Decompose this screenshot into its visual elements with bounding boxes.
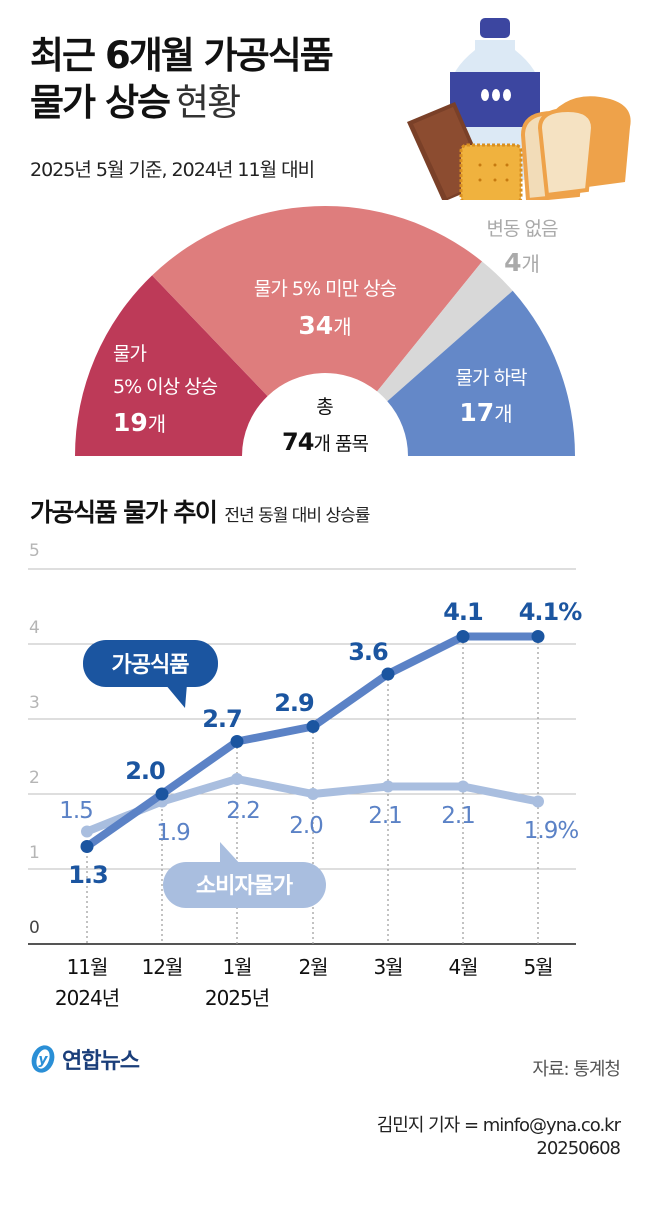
legend-processed-label: 가공식품	[112, 653, 190, 678]
line-subtitle: 전년 동월 대비 상승률	[224, 506, 370, 526]
cpi-label-4: 2.1	[368, 803, 402, 829]
line-section-title: 가공식품 물가 추이 전년 동월 대비 상승률	[30, 493, 370, 529]
x-tick-0: 11월	[67, 955, 108, 979]
slice1-count: 19개	[113, 408, 166, 437]
food-illustration	[407, 18, 631, 200]
cpi-label-2: 2.2	[226, 798, 260, 824]
pf-label-5: 4.1	[443, 598, 483, 626]
slice1-count-num: 19	[113, 408, 148, 437]
yonhap-logo-icon: y	[31, 1045, 55, 1073]
page-subtitle: 2025년 5월 기준, 2024년 11월 대비	[30, 159, 315, 181]
x-tick-labels: 11월 12월 1월 2월 3월 4월 5월 2024년 2025년	[55, 955, 554, 1010]
slice2-label: 물가 5% 미만 상승	[254, 278, 397, 300]
line-title: 가공식품 물가 추이	[30, 498, 218, 527]
slice2-count-unit: 개	[333, 315, 351, 339]
y-tick-2: 2	[29, 768, 40, 788]
pf-label-0: 1.3	[68, 861, 108, 889]
x-tick-2: 1월	[222, 955, 251, 979]
logo-text: 연합뉴스	[62, 1049, 140, 1074]
pie-total-unit: 개 품목	[313, 433, 368, 455]
legend-bubble-processed: 가공식품	[83, 640, 218, 708]
page-title-line1: 최근 6개월 가공식품	[30, 34, 334, 77]
processed-food-value-labels: 1.3 2.0 2.7 2.9 3.6 4.1 4.1%	[68, 598, 583, 889]
y-tick-5: 5	[29, 541, 40, 561]
svg-text:y: y	[38, 1052, 48, 1068]
credit-author: 김민지 기자 = minfo@yna.co.kr	[376, 1115, 621, 1136]
slice2-count: 34개	[298, 311, 351, 340]
pie-center-top: 총	[316, 396, 333, 418]
cpi-label-5: 2.1	[441, 803, 475, 829]
cpi-label-1: 1.9	[156, 820, 190, 846]
slice4-label: 물가 하락	[456, 367, 527, 389]
cpi-label-6: 1.9%	[524, 818, 579, 844]
half-donut-chart: 물가 5% 이상 상승 19개 물가 5% 미만 상승 34개 변동 없음 4개…	[75, 205, 575, 456]
pf-label-2: 2.7	[202, 705, 242, 733]
pie-total-num: 74	[282, 428, 314, 456]
credit: 김민지 기자 = minfo@yna.co.kr 20250608	[376, 1115, 621, 1160]
title-light: 현황	[175, 81, 241, 124]
y-tick-0: 0	[29, 918, 40, 938]
pie-slice-decline	[387, 290, 575, 456]
x-tick-4: 3월	[373, 955, 402, 979]
title-bold: 물가 상승	[30, 81, 171, 124]
cpi-markers	[81, 773, 544, 838]
x-tick-1: 12월	[142, 955, 183, 979]
x-tick-3: 2월	[298, 955, 327, 979]
x-sublabel-0: 2024년	[55, 986, 119, 1010]
processed-food-markers	[80, 630, 545, 853]
biscuit-icon	[459, 143, 523, 200]
pie-slice-rise-over-5	[75, 275, 268, 456]
slice3-count-unit: 개	[522, 252, 540, 276]
slice3-count-num: 4	[504, 248, 521, 277]
x-tick-6: 5월	[523, 955, 552, 979]
pie-center-total: 74개 품목	[282, 428, 368, 456]
cpi-label-3: 2.0	[289, 813, 323, 839]
pf-label-6: 4.1%	[519, 598, 583, 626]
source-note: 자료: 통계청	[532, 1059, 621, 1080]
yonhap-logo: y 연합뉴스	[28, 1043, 140, 1075]
legend-bubble-cpi: 소비자물가	[163, 842, 326, 908]
pie-slice-rise-under-5	[152, 205, 483, 397]
x-sublabel-2: 2025년	[205, 986, 269, 1010]
cpi-label-0: 1.5	[59, 798, 93, 824]
bread-loaf-icon	[520, 96, 631, 200]
y-tick-labels: 5 4 3 2 1 0	[29, 541, 40, 938]
credit-date: 20250608	[536, 1137, 621, 1159]
pf-label-1: 2.0	[125, 757, 165, 785]
y-tick-4: 4	[29, 618, 40, 638]
slice4-count: 17개	[459, 398, 512, 427]
legend-cpi-label: 소비자물가	[196, 874, 293, 899]
pf-label-4: 3.6	[348, 638, 388, 666]
page-title-line2: 물가 상승 현황	[30, 81, 241, 124]
slice2-count-num: 34	[298, 311, 333, 340]
slice1-count-unit: 개	[148, 412, 166, 436]
x-tick-5: 4월	[448, 955, 477, 979]
line-chart: 5 4 3 2 1 0 1.3 2.0 2.7 2.9 3.6 4.1 4.1%	[28, 541, 583, 1010]
y-tick-3: 3	[29, 693, 40, 713]
slice4-count-unit: 개	[494, 402, 512, 426]
slice4-count-num: 17	[459, 398, 494, 427]
pf-label-3: 2.9	[274, 689, 314, 717]
vertical-guides	[86, 637, 539, 944]
pie-slice-no-change	[377, 261, 513, 402]
slice1-label-line2: 5% 이상 상승	[113, 376, 218, 398]
slice1-label-line1: 물가	[113, 343, 146, 365]
slice3-count: 4개	[504, 248, 540, 277]
y-tick-1: 1	[29, 843, 40, 863]
cpi-value-labels: 1.5 1.9 2.2 2.0 2.1 2.1 1.9%	[59, 798, 579, 846]
slice3-label: 변동 없음	[487, 218, 558, 240]
